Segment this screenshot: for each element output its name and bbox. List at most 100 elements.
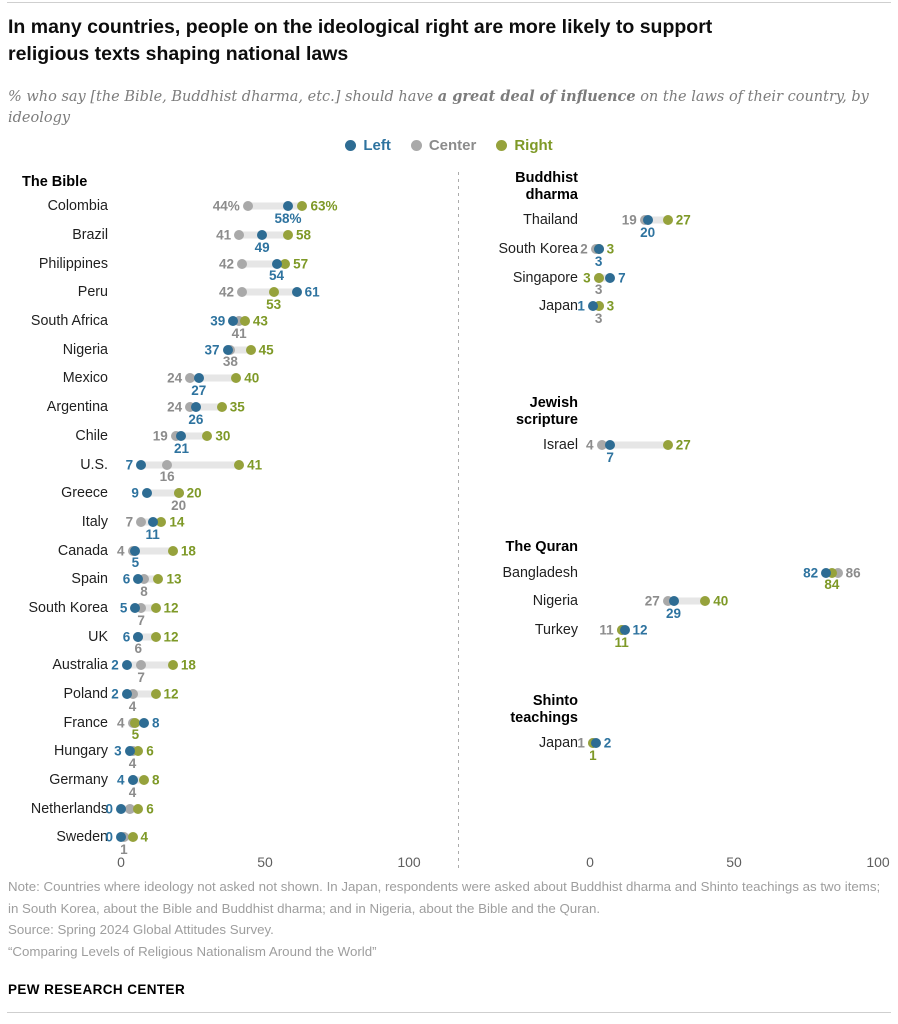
value-label-start: 44% <box>212 198 240 214</box>
chart-row: South Africa 39 43 41 <box>0 307 455 341</box>
range-bar <box>667 597 706 605</box>
country-label: Colombia <box>47 198 108 215</box>
dot-left <box>124 746 135 757</box>
chart-row: Philippines 42 57 54 <box>0 249 455 284</box>
legend-dot-left <box>345 140 357 151</box>
dot-center <box>162 459 173 470</box>
row-plot: 82 86 84 <box>590 558 890 592</box>
dot-center <box>136 602 147 613</box>
panel-divider <box>458 172 459 868</box>
country-label: Sweden <box>56 829 108 846</box>
legend: Left Center Right <box>0 137 898 154</box>
value-label-end: 40 <box>713 593 729 609</box>
country-label: South Africa <box>30 313 108 330</box>
row-plot: 41 58 49 <box>121 221 421 255</box>
value-label-end: 12 <box>163 629 179 645</box>
value-label-end: 40 <box>244 370 260 386</box>
title-line2: religious texts shaping national laws <box>8 43 349 65</box>
range-bar <box>598 274 611 282</box>
country-label: Turkey <box>534 622 578 639</box>
axis-tick-label: 0 <box>586 854 594 870</box>
value-label-end: 7 <box>618 270 626 286</box>
row-plot: 37 45 38 <box>121 335 421 369</box>
row-plot: 6 13 8 <box>121 565 421 599</box>
chart-row: Australia 2 18 7 <box>0 651 455 685</box>
value-label-below: 16 <box>159 469 175 485</box>
dot-left <box>116 832 126 843</box>
dot-right <box>280 258 291 269</box>
value-label-below: 1 <box>120 842 128 858</box>
chart-row: Colombia 44% 63% 58% <box>0 192 455 226</box>
legend-item: Center <box>410 137 476 154</box>
dot-right <box>139 775 150 786</box>
value-label-below: 3 <box>594 253 603 269</box>
row-plot: 27 40 29 <box>590 587 890 621</box>
country-label: Mexico <box>62 370 108 387</box>
chart-row: Turkey 11 12 11 <box>470 616 898 650</box>
value-label-start: 3 <box>114 743 122 759</box>
panel-bible: The Bible Colombia 44% 63% 58% Brazil 41 58 49 P… <box>0 170 455 874</box>
dot-right <box>130 717 141 728</box>
dot-center <box>832 567 843 578</box>
axis-tick-label: 100 <box>866 854 890 870</box>
value-label-start: 11 <box>599 622 614 638</box>
row-plot: 24 35 26 <box>121 393 421 427</box>
country-label: Nigeria <box>62 341 108 358</box>
country-label: Netherlands <box>30 800 108 817</box>
range-bar <box>227 346 251 354</box>
chart: The Bible Colombia 44% 63% 58% Brazil 41 58 49 P… <box>0 170 898 874</box>
value-label-below: 11 <box>614 634 629 650</box>
country-label: UK <box>88 628 108 645</box>
value-label-start: 2 <box>580 241 588 257</box>
dot-left <box>133 631 144 642</box>
row-plot: 19 30 21 <box>121 422 421 455</box>
value-label-end: 12 <box>163 600 179 616</box>
value-label-start: 3 <box>583 270 591 286</box>
country-label: Israel <box>543 437 578 454</box>
chart-row: Japan 1 3 3 <box>470 292 898 326</box>
chart-row: Nigeria 27 40 29 <box>470 587 898 621</box>
dot-center <box>136 516 147 527</box>
dot-center <box>139 574 150 585</box>
chart-row: Hungary 3 6 4 <box>0 737 455 771</box>
value-label-below: 3 <box>594 282 603 298</box>
value-label-end: 27 <box>675 437 691 453</box>
chart-row: Sweden 0 4 1 <box>0 823 455 857</box>
chart-row: Canada 4 18 5 <box>0 536 455 571</box>
chart-row: Israel 4 27 7 <box>470 431 898 465</box>
value-label-below: 7 <box>137 612 145 628</box>
country-label: Japan <box>539 734 578 751</box>
chart-row: Bangladesh 82 86 84 <box>470 558 898 593</box>
dot-right <box>150 631 161 642</box>
value-label-below: 8 <box>140 583 148 599</box>
value-label-below: 20 <box>171 497 187 513</box>
chart-row: Germany 4 8 4 <box>0 766 455 800</box>
dot-right <box>167 660 178 671</box>
country-label: France <box>63 714 109 731</box>
country-label: Thailand <box>523 212 578 229</box>
dot-left <box>821 567 832 578</box>
value-label-start: 0 <box>105 829 113 845</box>
chart-row: U.S. 7 41 16 <box>0 450 455 485</box>
legend-item: Left <box>345 137 391 154</box>
legend-dot-right <box>496 140 508 151</box>
value-label-end: 35 <box>229 399 245 415</box>
value-label-end: 86 <box>845 565 861 581</box>
row-plot: 24 40 27 <box>121 364 421 398</box>
value-label-end: 14 <box>169 514 185 530</box>
dot-left <box>605 440 616 451</box>
value-label-end: 13 <box>166 571 182 587</box>
country-label: Australia <box>52 657 108 674</box>
value-label-start: 2 <box>111 686 119 702</box>
value-label-start: 39 <box>210 313 226 329</box>
dot-center <box>234 316 245 327</box>
value-label-start: 42 <box>218 256 234 272</box>
row-plot: 9 20 20 <box>121 479 421 513</box>
chart-row: Poland 2 12 4 <box>0 680 455 714</box>
dot-right <box>167 545 178 556</box>
